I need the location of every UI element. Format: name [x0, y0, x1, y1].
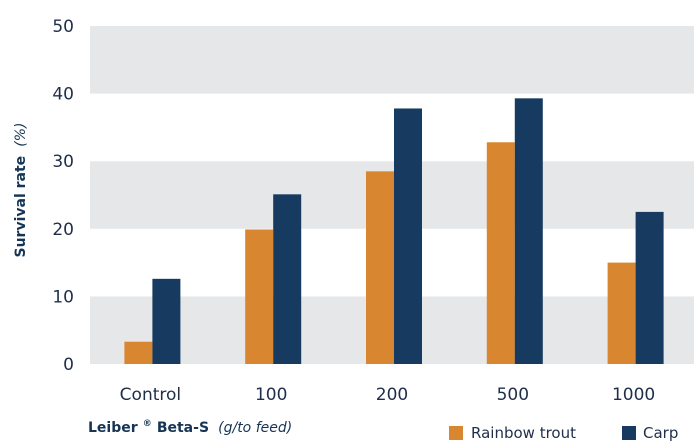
- y-axis-ticks: 0 10 20 30 40 50: [52, 17, 74, 375]
- x-axis-label-brand: Leiber: [88, 420, 138, 436]
- x-tick-label-200: 200: [376, 385, 408, 405]
- x-axis-ticks: Control 100 200 500 1000: [120, 385, 656, 405]
- bar-carp-1000: [635, 211, 664, 364]
- x-axis-label-product: Beta-S: [157, 420, 209, 436]
- band-30-40: [90, 93, 694, 162]
- bar-carp-100: [273, 194, 302, 364]
- y-tick-label-10: 10: [52, 287, 74, 307]
- y-axis-label-main: Survival rate: [13, 156, 29, 258]
- bar-rainbow-trout-500: [486, 142, 515, 364]
- x-tick-label-100: 100: [255, 385, 287, 405]
- x-tick-label-1000: 1000: [612, 385, 655, 405]
- bar-rainbow-trout-100: [245, 229, 274, 364]
- bars: [124, 98, 664, 364]
- x-axis-label-registered: ®: [143, 419, 152, 429]
- bar-carp-200: [394, 108, 422, 364]
- y-tick-label-30: 30: [52, 152, 74, 172]
- y-tick-label-50: 50: [52, 17, 74, 37]
- y-tick-label-20: 20: [52, 220, 74, 240]
- bar-rainbow-trout-control: [124, 341, 153, 364]
- bar-rainbow-trout-1000: [607, 262, 636, 364]
- x-axis-label-unit: (g/to feed): [218, 420, 292, 436]
- y-tick-label-0: 0: [63, 355, 74, 375]
- y-axis-label-unit: (%): [13, 123, 29, 147]
- bar-carp-control: [152, 278, 181, 364]
- bar-rainbow-trout-200: [366, 171, 394, 364]
- bar-carp-500: [514, 98, 543, 364]
- legend-swatch-carp: [622, 426, 636, 440]
- x-axis-label: Leiber ® Beta-S (g/to feed): [88, 411, 292, 436]
- y-axis-label: Survival rate (%): [10, 123, 29, 258]
- y-tick-label-40: 40: [52, 85, 74, 105]
- legend-swatch-rainbow-trout: [449, 426, 463, 440]
- x-tick-label-500: 500: [497, 385, 529, 405]
- legend-label-carp: Carp: [643, 424, 678, 442]
- band-40-50: [90, 26, 694, 94]
- legend: Rainbow trout Carp: [449, 424, 678, 442]
- legend-label-rainbow-trout: Rainbow trout: [471, 424, 576, 442]
- x-tick-label-control: Control: [120, 385, 181, 405]
